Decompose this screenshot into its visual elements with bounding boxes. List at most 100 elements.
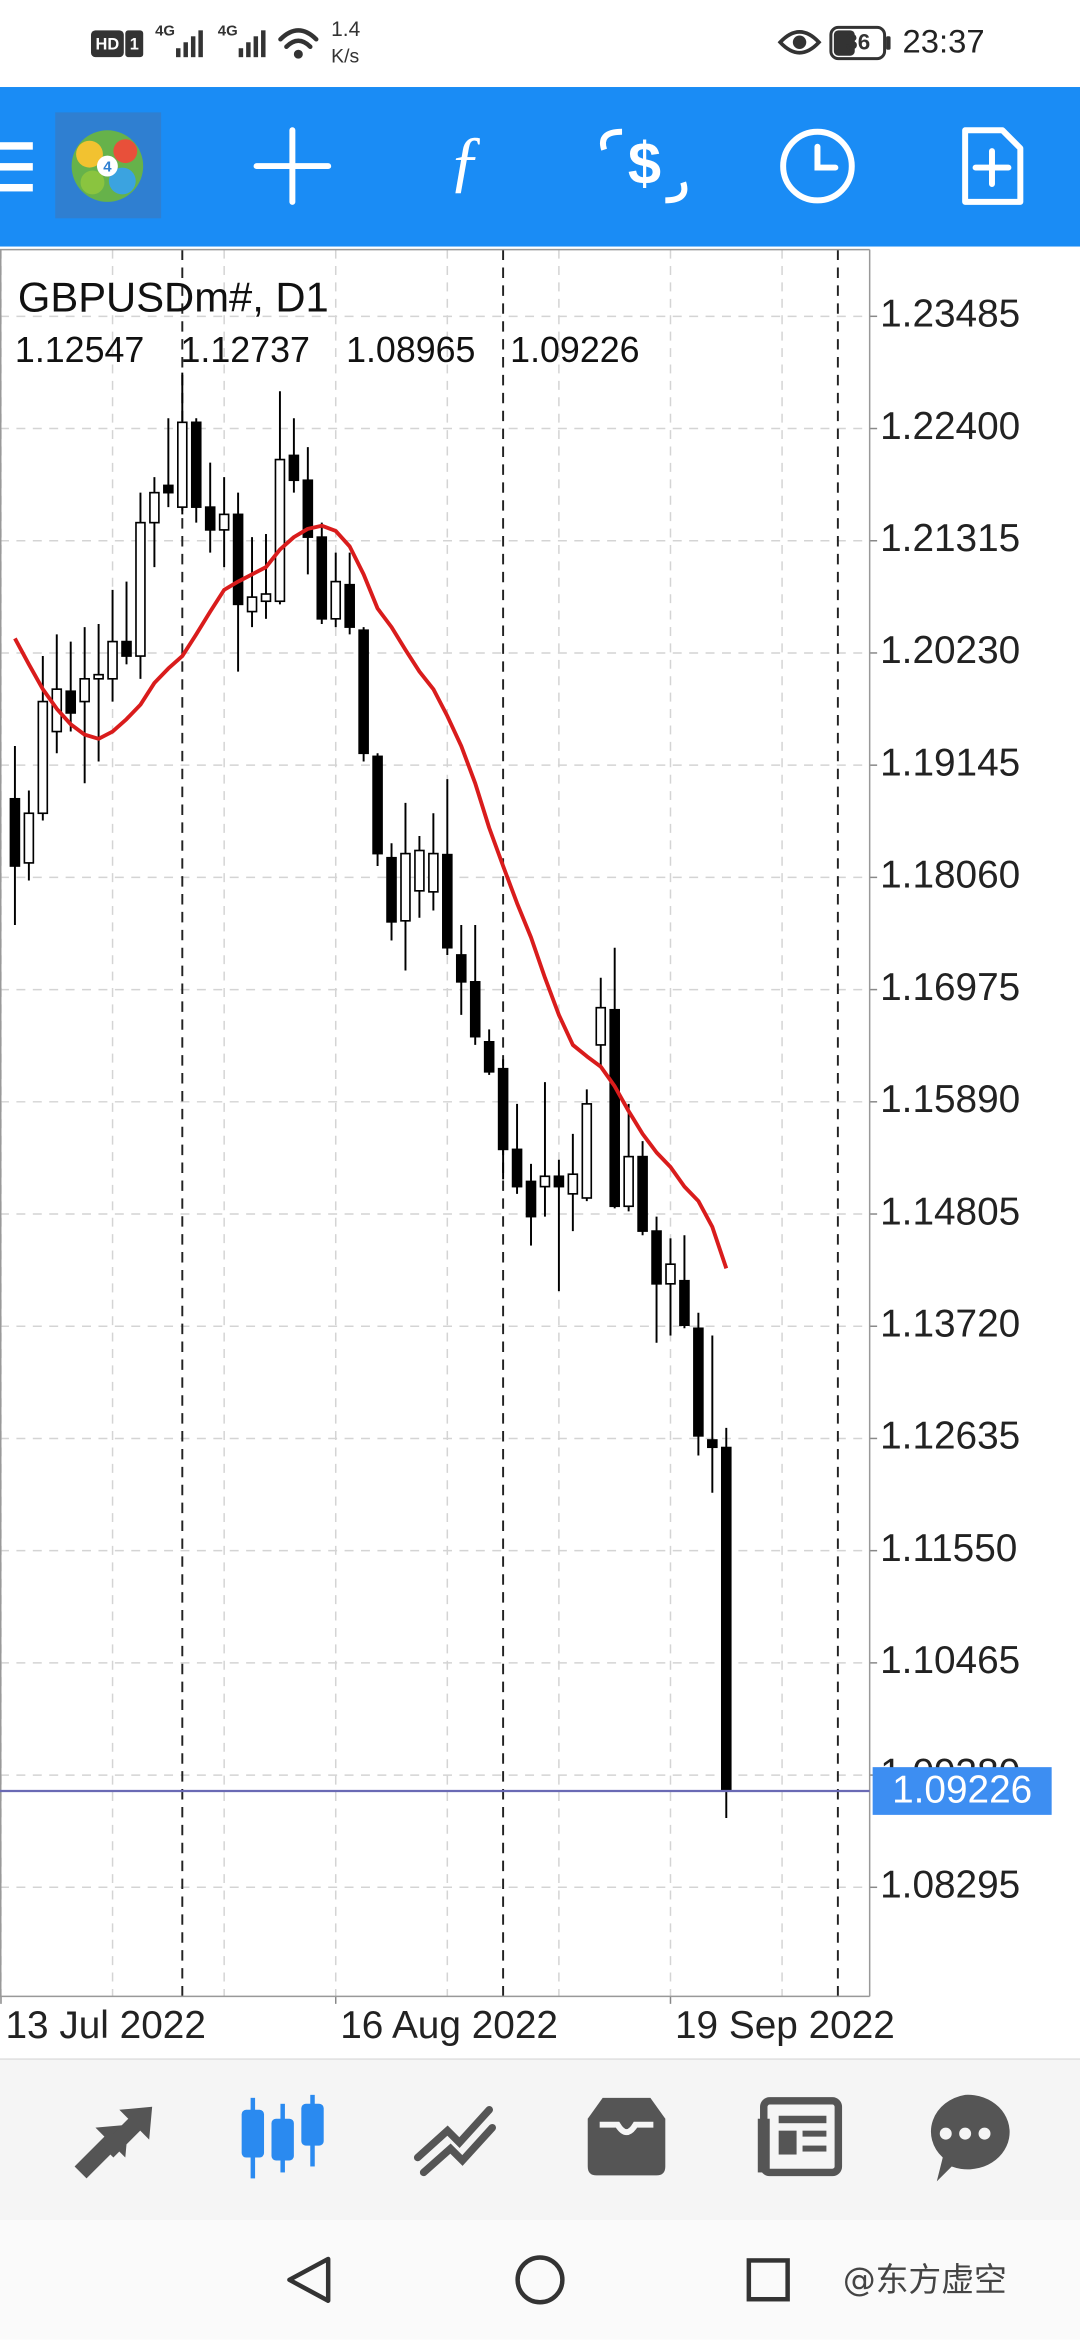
toolbar [0, 87, 1080, 247]
y-tick-label: 1.23485 [880, 293, 1020, 336]
candle-body [190, 421, 202, 508]
candle-body [330, 580, 342, 620]
ohlc-high: 1.12737 [180, 330, 309, 370]
candle-body [428, 852, 439, 893]
history-tab[interactable] [587, 2097, 666, 2176]
candle-body [567, 1173, 579, 1195]
battery-icon [829, 25, 887, 61]
y-tick-label: 1.16975 [880, 966, 1020, 1009]
new-order-button[interactable] [962, 127, 1024, 205]
status-bar [0, 0, 1080, 88]
app-logo: 4 [55, 112, 162, 219]
y-tick-label: 1.15890 [880, 1078, 1020, 1121]
candle-body [539, 1175, 551, 1188]
ohlc-open: 1.12547 [15, 330, 144, 370]
candle-body [595, 1006, 607, 1046]
candle-body [442, 853, 453, 949]
candle-body [65, 690, 77, 714]
candle-body [316, 536, 328, 620]
crosshair-button[interactable] [253, 127, 332, 205]
x-tick-label: 13 Jul 2022 [5, 2004, 205, 2047]
candle-body [288, 454, 300, 482]
y-tick-label: 1.18060 [880, 854, 1020, 897]
network-type: 4G [155, 24, 175, 40]
news-tab[interactable] [757, 2097, 843, 2177]
ohlc-close: 1.09226 [510, 330, 639, 370]
indicators-button[interactable]: ƒ [448, 122, 482, 198]
signal-icon [238, 30, 266, 58]
candle-body [344, 583, 355, 628]
ohlc-header: 1.12547 1.12737 1.08965 1.09226 [15, 330, 640, 370]
candle-body [469, 981, 481, 1038]
candle-body [720, 1446, 732, 1792]
x-tick-label: 19 Sep 2022 [675, 2004, 895, 2047]
candle-body [414, 849, 425, 892]
moving-average [13, 523, 729, 1269]
recents-button[interactable] [746, 2258, 790, 2302]
candle-body [121, 640, 132, 657]
sim-text: 1 [130, 36, 139, 54]
chat-tab[interactable] [930, 2094, 1010, 2182]
y-tick-label: 1.20230 [880, 629, 1020, 672]
back-button[interactable] [287, 2256, 331, 2303]
network-type: 4G [218, 24, 238, 40]
candle-body [358, 629, 369, 755]
candle-body [609, 1008, 620, 1208]
candle-body [302, 479, 314, 538]
candle-body [9, 797, 21, 867]
candle-body [651, 1230, 662, 1285]
trade-tab[interactable] [413, 2106, 496, 2177]
y-tick-label: 1.10465 [880, 1639, 1020, 1682]
candle-body [623, 1155, 634, 1208]
candle-body [23, 812, 35, 864]
home-button[interactable] [515, 2255, 565, 2305]
y-tick-label: 1.13720 [880, 1302, 1020, 1345]
chart-area [0, 246, 1080, 2060]
sim-badge [125, 30, 144, 58]
y-tick-label: 1.11550 [880, 1527, 1017, 1570]
candle-body [37, 700, 49, 815]
candle-body [177, 421, 188, 508]
candle-body [511, 1148, 523, 1188]
price-label-bg [872, 1767, 1052, 1815]
candle-body [497, 1067, 509, 1151]
candle-body [232, 513, 244, 606]
ohlc-low: 1.08965 [346, 330, 475, 370]
clock: 23:37 [902, 22, 984, 59]
svg-text:4: 4 [103, 160, 112, 176]
candle-body [679, 1279, 690, 1327]
candle-body [525, 1180, 537, 1218]
candle-body [93, 673, 104, 680]
candle-body [665, 1263, 676, 1285]
candle-body [135, 521, 146, 657]
candle-body [693, 1327, 704, 1437]
candle-body [149, 491, 160, 524]
candle-body [637, 1155, 648, 1232]
candle-body [400, 852, 411, 922]
chart-tab[interactable] [241, 2094, 324, 2179]
candle-body [581, 1103, 593, 1199]
signal-icon [176, 30, 203, 58]
y-tick-label: 1.19145 [880, 741, 1020, 784]
menu-button[interactable] [0, 142, 33, 192]
timeframe-button[interactable] [780, 128, 855, 204]
candle-body [204, 506, 216, 531]
svg-text:$: $ [628, 129, 661, 196]
bottom-nav [0, 2059, 1080, 2221]
chart: 1.23485 1.22400 1.21315 1.20230 1.19145 1.180… [0, 248, 1052, 2047]
candle-body [260, 593, 272, 603]
network-speed: 1.4 [331, 18, 360, 41]
system-nav [0, 2220, 1080, 2340]
x-tick-label: 16 Aug 2022 [340, 2004, 558, 2047]
y-tick-label: 1.12635 [880, 1415, 1020, 1458]
trade-button[interactable]: $ [600, 128, 688, 204]
y-tick-label: 1.22400 [880, 405, 1020, 448]
candle-body [107, 640, 118, 680]
candle-body [274, 458, 286, 603]
quotes-tab[interactable] [74, 2106, 153, 2179]
y-tick-label: 1.08295 [880, 1864, 1020, 1907]
battery-tip [886, 36, 891, 50]
candle-body [163, 484, 174, 494]
candle-body [218, 513, 230, 531]
